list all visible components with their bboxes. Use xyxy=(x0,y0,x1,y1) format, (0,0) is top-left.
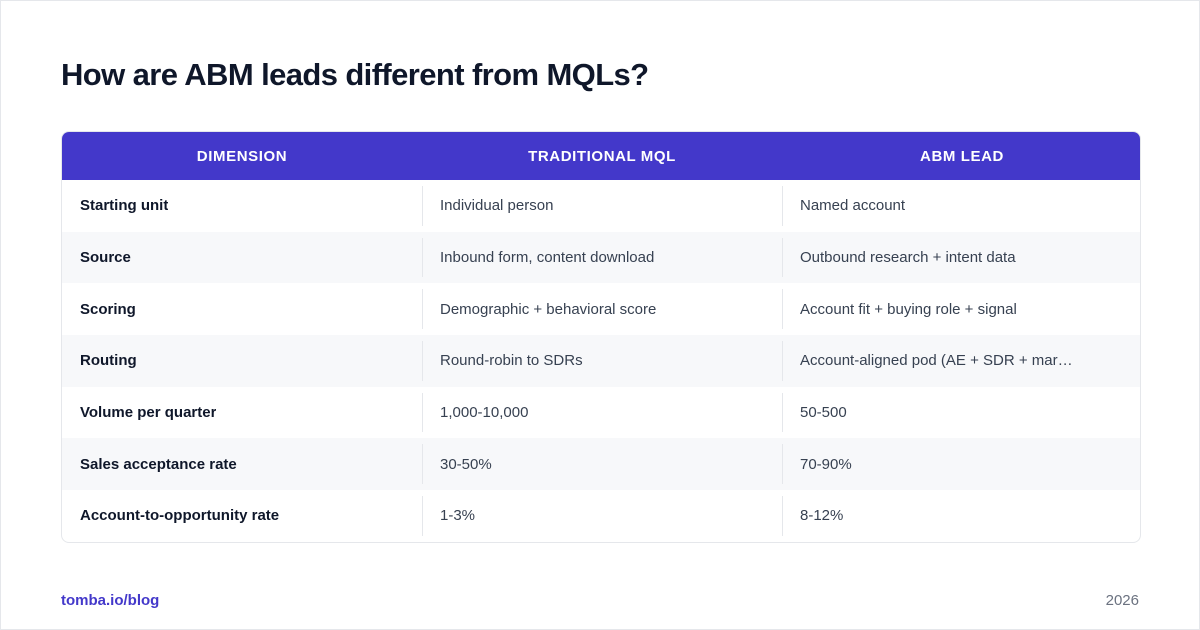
row-label-cell: Volume per quarter xyxy=(62,387,422,439)
traditional-mql-cell: 1,000-10,000 xyxy=(422,387,782,439)
abm-lead-cell: Account-aligned pod (AE + SDR + mar… xyxy=(782,335,1140,387)
row-label-cell: Source xyxy=(62,232,422,284)
cell-text: Named account xyxy=(800,197,906,215)
cell-text: 1,000-10,000 xyxy=(440,404,529,422)
row-label-cell: Account-to-opportunity rate xyxy=(62,490,422,542)
abm-lead-cell: 8-12% xyxy=(782,490,1140,542)
row-label: Source xyxy=(80,249,131,267)
row-label: Volume per quarter xyxy=(80,404,217,422)
row-label-cell: Starting unit xyxy=(62,180,422,232)
table-row: Account-to-opportunity rate 1-3% 8-12% xyxy=(62,490,1140,542)
abm-lead-cell: 50-500 xyxy=(782,387,1140,439)
abm-lead-cell: Named account xyxy=(782,180,1140,232)
row-label: Account-to-opportunity rate xyxy=(80,507,280,525)
traditional-mql-cell: Demographic + behavioral score xyxy=(422,283,782,335)
row-label: Starting unit xyxy=(80,197,169,215)
cell-text: 8-12% xyxy=(800,507,844,525)
column-header-dimension: DIMENSION xyxy=(196,147,288,165)
cell-text: Individual person xyxy=(440,197,554,215)
footer-year: 2026 xyxy=(1105,592,1139,609)
row-label: Routing xyxy=(80,352,137,370)
table-body: Starting unit Individual person Named ac… xyxy=(62,180,1140,542)
cell-text: Account-aligned pod (AE + SDR + mar… xyxy=(800,352,1073,370)
abm-lead-cell: Outbound research + intent data xyxy=(782,232,1140,284)
table-header: DIMENSION TRADITIONAL MQL ABM LEAD xyxy=(62,132,1140,180)
cell-text: 70-90% xyxy=(800,455,852,473)
row-label-cell: Scoring xyxy=(62,283,422,335)
cell-text: 1-3% xyxy=(440,507,476,525)
table-row: Starting unit Individual person Named ac… xyxy=(62,180,1140,232)
column-header-traditional-mql: TRADITIONAL MQL xyxy=(528,147,676,165)
blog-link[interactable]: tomba.io/blog xyxy=(61,592,160,609)
table-row: Volume per quarter 1,000-10,000 50-500 xyxy=(62,387,1140,439)
abm-lead-cell: 70-90% xyxy=(782,438,1140,490)
comparison-table: DIMENSION TRADITIONAL MQL ABM LEAD Start… xyxy=(61,131,1141,543)
traditional-mql-cell: 30-50% xyxy=(422,438,782,490)
traditional-mql-cell: 1-3% xyxy=(422,490,782,542)
abm-lead-cell: Account fit + buying role + signal xyxy=(782,283,1140,335)
cell-text: Round-robin to SDRs xyxy=(440,352,583,370)
row-label-cell: Routing xyxy=(62,335,422,387)
row-label-cell: Sales acceptance rate xyxy=(62,438,422,490)
cell-text: Outbound research + intent data xyxy=(800,249,1016,267)
table-row: Sales acceptance rate 30-50% 70-90% xyxy=(62,438,1140,491)
cell-text: Account fit + buying role + signal xyxy=(800,300,1017,318)
traditional-mql-cell: Individual person xyxy=(422,180,782,232)
cell-text: Inbound form, content download xyxy=(440,249,655,267)
page-title: How are ABM leads different from MQLs? xyxy=(61,57,649,92)
row-label: Scoring xyxy=(80,300,136,318)
table-row: Source Inbound form, content download Ou… xyxy=(62,231,1140,284)
table-row: Scoring Demographic + behavioral score A… xyxy=(62,283,1140,335)
cell-text: 50-500 xyxy=(800,404,847,422)
row-label: Sales acceptance rate xyxy=(80,455,237,473)
traditional-mql-cell: Round-robin to SDRs xyxy=(422,335,782,387)
traditional-mql-cell: Inbound form, content download xyxy=(422,232,782,284)
table-row: Routing Round-robin to SDRs Account-alig… xyxy=(62,335,1140,387)
cell-text: Demographic + behavioral score xyxy=(440,300,657,318)
cell-text: 30-50% xyxy=(440,455,492,473)
column-header-abm-lead: ABM LEAD xyxy=(920,147,1004,165)
